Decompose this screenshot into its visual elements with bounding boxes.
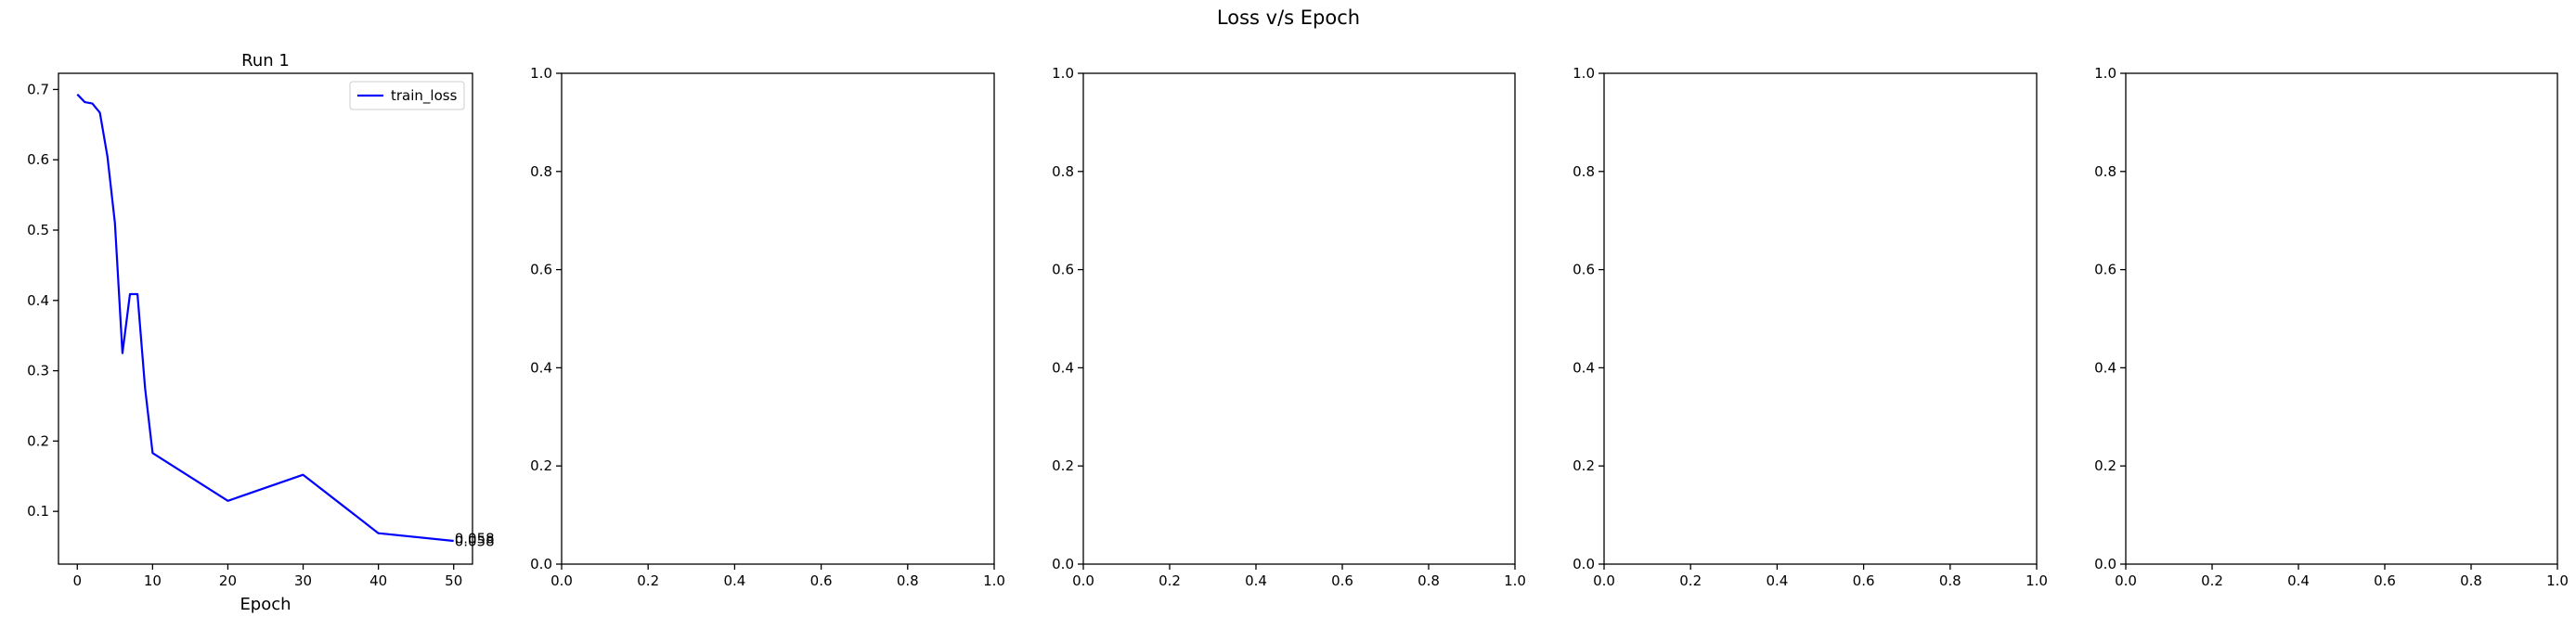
legend: train_loss (349, 81, 465, 110)
y-tick-label: 0.0 (1573, 556, 1595, 572)
x-tick-label: 0.2 (637, 572, 659, 589)
x-tick-label: 40 (369, 572, 387, 589)
x-tick-label: 0.8 (2460, 572, 2482, 589)
x-tick-label: 0.0 (1072, 572, 1094, 589)
y-tick-label: 0.8 (530, 163, 552, 180)
y-tick-label: 0.2 (2094, 457, 2116, 474)
axes-frame (561, 72, 995, 565)
axes-frame (1603, 72, 2038, 565)
y-tick-label: 0.4 (1052, 359, 1074, 376)
legend-box (349, 81, 465, 110)
y-tick-label: 0.2 (27, 432, 49, 449)
x-tick-label: 0.2 (1159, 572, 1181, 589)
x-tick-label: 0.6 (1331, 572, 1353, 589)
subplot-3: 0.0 0.2 0.4 0.6 0.8 1.0 0.0 0.2 0.4 0.6 0.8 1.0 (1052, 65, 1526, 589)
x-tick-label: 0.0 (1593, 572, 1615, 589)
series-line-train_loss (76, 93, 454, 543)
y-tick-label: 0.4 (27, 292, 49, 309)
data-label: 0.058 (455, 533, 495, 550)
subplot-5: 0.0 0.2 0.4 0.6 0.8 1.0 0.0 0.2 0.4 0.6 0.8 1.0 (2094, 65, 2569, 589)
x-tick-label: 1.0 (2546, 572, 2569, 589)
x-tick-label: 0.6 (810, 572, 833, 589)
subplot-4: 0.0 0.2 0.4 0.6 0.8 1.0 0.0 0.2 0.4 0.6 0.8 1.0 (1573, 65, 2048, 589)
x-tick-label: 0.0 (2115, 572, 2137, 589)
x-tick-label: 0.4 (723, 572, 745, 589)
x-tick-label: 0.8 (1417, 572, 1440, 589)
y-tick-label: 0.2 (1052, 457, 1074, 474)
y-tick-label: 0.4 (1573, 359, 1595, 376)
y-tick-label: 0.0 (1052, 556, 1074, 572)
y-tick-label: 0.6 (1052, 262, 1074, 278)
y-tick-label: 1.0 (1573, 65, 1595, 82)
x-tick-label: 0.0 (550, 572, 573, 589)
x-tick-label: 20 (219, 572, 237, 589)
axes-frame (58, 72, 473, 565)
y-tick-label: 0.8 (1573, 163, 1595, 180)
y-tick-label: 0.8 (1052, 163, 1074, 180)
x-tick-label: 0.4 (2287, 572, 2310, 589)
x-tick-label: 30 (294, 572, 312, 589)
x-tick-label: 10 (144, 572, 162, 589)
legend-label: train_loss (391, 87, 458, 105)
x-tick-label: 1.0 (2026, 572, 2048, 589)
subplot-2: 0.0 0.2 0.4 0.6 0.8 1.0 0.0 0.2 0.4 0.6 0.8 1.0 (530, 65, 1005, 589)
y-tick-label: 0.3 (27, 363, 49, 379)
y-tick-label: 1.0 (2094, 65, 2116, 82)
subplot-title: Run 1 (241, 51, 290, 71)
y-tick-label: 0.6 (2094, 262, 2116, 278)
x-tick-label: 0.2 (2201, 572, 2223, 589)
y-tick-label: 0.2 (530, 457, 552, 474)
x-tick-label: 0.6 (1853, 572, 1875, 589)
y-tick-label: 0.4 (530, 359, 552, 376)
y-tick-label: 0.4 (2094, 359, 2116, 376)
data-label: 0.058 (455, 530, 495, 546)
y-tick-label: 1.0 (530, 65, 552, 82)
y-tick-label: 0.0 (2094, 556, 2116, 572)
x-tick-label: 0.8 (1939, 572, 1961, 589)
x-tick-label: 50 (445, 572, 462, 589)
x-tick-label: 0.4 (1245, 572, 1267, 589)
y-tick-label: 0.0 (530, 556, 552, 572)
axes-frame (1082, 72, 1516, 565)
x-axis-label: Epoch (239, 595, 291, 614)
x-tick-label: 1.0 (983, 572, 1005, 589)
x-tick-label: 1.0 (1504, 572, 1526, 589)
y-tick-label: 0.6 (27, 151, 49, 168)
y-tick-label: 1.0 (1052, 65, 1074, 82)
y-tick-label: 0.8 (2094, 163, 2116, 180)
y-tick-label: 0.2 (1573, 457, 1595, 474)
x-tick-label: 0.2 (1679, 572, 1702, 589)
x-tick-label: 0.4 (1766, 572, 1788, 589)
y-tick-label: 0.5 (27, 222, 49, 238)
y-tick-label: 0.7 (27, 81, 49, 97)
y-tick-label: 0.1 (27, 503, 49, 520)
x-tick-label: 0 (72, 572, 82, 589)
axes-frame (2125, 72, 2558, 565)
x-tick-label: 0.6 (2374, 572, 2396, 589)
y-tick-label: 0.6 (530, 262, 552, 278)
figure-suptitle: Loss v/s Epoch (1217, 6, 1360, 29)
x-tick-label: 0.8 (897, 572, 919, 589)
y-tick-label: 0.6 (1573, 262, 1595, 278)
